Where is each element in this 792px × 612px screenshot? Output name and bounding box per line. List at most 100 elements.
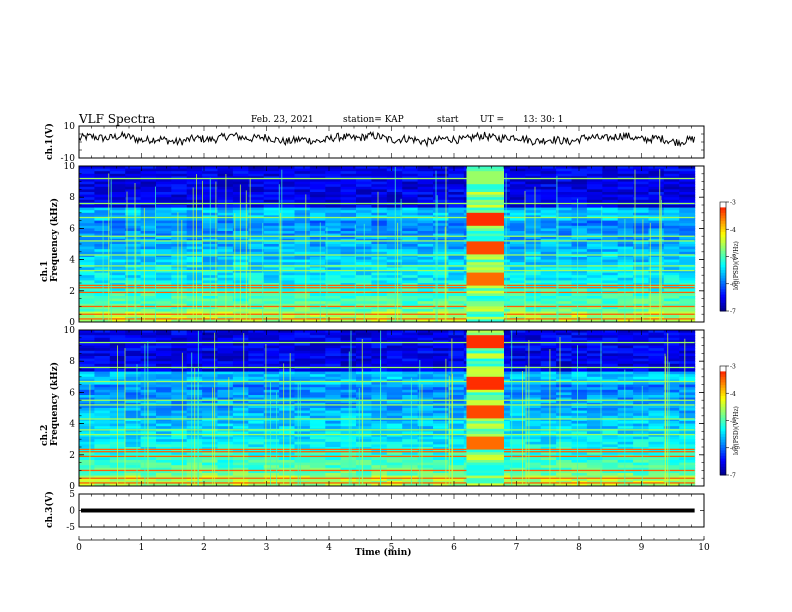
spectrogram-cell — [125, 382, 142, 386]
spectrogram-cell — [448, 353, 465, 357]
spectrogram-cell — [586, 361, 603, 365]
spectrogram-cell — [171, 413, 188, 417]
spectrogram-cell — [402, 303, 419, 307]
spectrogram-cell — [602, 223, 619, 227]
spectrogram-cell — [679, 457, 696, 461]
spectrogram-cell — [340, 436, 357, 440]
spectrogram-cell — [309, 283, 326, 287]
spectrogram-cell — [540, 272, 557, 276]
spectrogram-cell — [109, 337, 126, 341]
spectrogram-cell — [202, 168, 219, 172]
spectrogram-cell — [540, 314, 557, 318]
spectrogram-cell — [171, 452, 188, 456]
spectrogram-cell — [571, 444, 588, 448]
burst-cell — [466, 192, 504, 196]
spectrogram-cell — [509, 460, 526, 464]
spectrogram-cell — [109, 298, 126, 302]
spectrogram-cell — [433, 246, 449, 250]
impulse-streak — [556, 175, 558, 322]
spectrogram-cell — [263, 225, 280, 229]
spectrogram-cell — [509, 426, 526, 430]
spectrogram-cell — [156, 306, 172, 310]
spectrogram-cell — [340, 251, 357, 255]
spectrogram-cell — [648, 410, 665, 414]
spectrogram-cell — [109, 343, 126, 347]
spectrogram-cell — [617, 410, 634, 414]
spectrogram-cell — [279, 171, 296, 175]
spectrogram-cell — [232, 431, 249, 435]
spectrogram-cell — [402, 246, 419, 250]
spectrogram-cell — [448, 345, 465, 349]
spectrogram-cell — [125, 350, 142, 354]
spectrogram-cell — [156, 205, 172, 209]
spectrogram-cell — [263, 277, 280, 281]
spectrogram-cell — [633, 231, 650, 235]
spectrogram-cell — [417, 436, 434, 440]
spectrogram-cell — [79, 371, 95, 375]
spectrogram-cell — [186, 194, 203, 198]
spectrogram-cell — [509, 457, 526, 461]
spectrogram-cell — [79, 441, 95, 445]
spectrogram-cell — [633, 418, 650, 422]
spectrogram-cell — [448, 259, 465, 263]
spectrogram-cell — [540, 267, 557, 271]
spectrogram-cell — [217, 444, 234, 448]
spectrogram-cell — [586, 392, 603, 396]
spectrogram-cell — [248, 348, 265, 352]
spectrogram-cell — [109, 288, 126, 292]
spectrogram-cell — [325, 439, 342, 443]
spectrogram-cell — [648, 363, 665, 367]
spectrogram-cell — [617, 382, 634, 386]
spectrogram-cell — [156, 181, 172, 185]
burst-cell — [466, 257, 504, 261]
spectrogram-cell — [648, 199, 665, 203]
spectrogram-cell — [663, 254, 680, 258]
spectrogram-cell — [571, 382, 588, 386]
spectrogram-cell — [525, 210, 542, 214]
spectrogram-cell — [571, 179, 588, 183]
spectrogram-cell — [633, 293, 650, 297]
spectrogram-cell — [402, 447, 419, 451]
spectrogram-cell — [263, 303, 280, 307]
spectrogram-cell — [371, 369, 388, 373]
spectrogram-cell — [417, 358, 434, 362]
spectrogram-cell — [586, 249, 603, 253]
spectrogram-cell — [556, 288, 573, 292]
spectrogram-cell — [540, 335, 557, 339]
spectrogram-cell — [417, 254, 434, 258]
spectrogram-cell — [602, 382, 619, 386]
spectrogram-cell — [571, 460, 588, 464]
spectrogram-cell — [386, 457, 403, 461]
spectrogram-cell — [633, 244, 650, 248]
spectrogram-cell — [294, 395, 311, 399]
spectrogram-cell — [433, 207, 449, 211]
spectrogram-cell — [556, 249, 573, 253]
spectrogram-cell — [340, 181, 357, 185]
spectrogram-cell — [217, 439, 234, 443]
spectrogram-cell — [402, 405, 419, 409]
spectrogram-cell — [294, 361, 311, 365]
spectrogram-cell — [109, 306, 126, 310]
spectrogram-cell — [417, 426, 434, 430]
spectrogram-cell — [217, 330, 234, 334]
spectrogram-cell — [433, 369, 449, 373]
spectrogram-cell — [217, 374, 234, 378]
spectrogram-cell — [417, 186, 434, 190]
spectrogram-cell — [140, 465, 157, 469]
spectrogram-cell — [125, 262, 142, 266]
spectrogram-cell — [417, 384, 434, 388]
spectrogram-cell — [140, 353, 157, 357]
spectrogram-cell — [140, 405, 157, 409]
spectrogram-cell — [294, 410, 311, 414]
spectrogram-cell — [371, 413, 388, 417]
spectrogram-cell — [417, 361, 434, 365]
spectrogram-cell — [309, 212, 326, 216]
spectrogram-cell — [633, 181, 650, 185]
impulse-streak — [126, 191, 128, 322]
burst-cell — [466, 288, 504, 292]
spectrogram-cell — [417, 283, 434, 287]
spectrogram-cell — [509, 397, 526, 401]
spectrogram-cell — [556, 408, 573, 412]
spectrogram-cell — [556, 405, 573, 409]
spectrogram-cell — [509, 335, 526, 339]
